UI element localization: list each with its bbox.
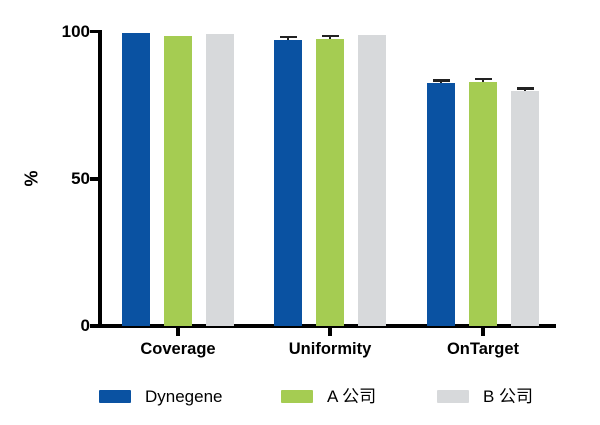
y-axis-title: %	[21, 170, 42, 187]
bar-ontarget-1	[427, 83, 455, 326]
bar-coverage-2	[164, 35, 192, 326]
x-category-label-ontarget: OnTarget	[446, 340, 520, 358]
bar-ontarget-3	[511, 90, 539, 326]
legend-label-1: Dynegene	[145, 387, 223, 406]
error-bar-cap	[432, 79, 450, 82]
y-axis-line	[98, 30, 102, 327]
y-tick-label-100: 100	[61, 21, 90, 41]
x-tick-uniformity	[328, 327, 332, 336]
legend-label-2: A 公司	[327, 387, 377, 406]
x-tick-ontarget	[481, 327, 485, 336]
y-tick-label-0: 0	[80, 316, 90, 335]
legend-label-3: B 公司	[483, 387, 534, 406]
error-bar-stem	[287, 36, 289, 41]
error-bar-cap	[279, 35, 297, 39]
y-tick-100	[90, 29, 98, 34]
y-tick-label-50: 50	[71, 168, 90, 188]
x-category-label-uniformity: Uniformity	[288, 340, 372, 358]
bar-uniformity-3	[358, 34, 386, 326]
x-tick-coverage	[176, 327, 180, 336]
bar-coverage-1	[122, 32, 150, 326]
bar-coverage-3	[206, 34, 234, 326]
error-bar-cap	[474, 77, 492, 81]
y-tick-50	[90, 177, 98, 181]
y-tick-0	[90, 324, 98, 328]
bar-uniformity-1	[274, 40, 302, 326]
bar-uniformity-2	[316, 38, 344, 326]
legend-swatch-1	[99, 390, 131, 403]
error-bar-cap	[321, 34, 339, 38]
legend-swatch-3	[437, 390, 469, 403]
legend-swatch-2	[281, 390, 313, 403]
error-bar-cap	[516, 87, 534, 90]
x-category-label-coverage: Coverage	[140, 340, 216, 358]
bar-ontarget-2	[469, 81, 497, 326]
